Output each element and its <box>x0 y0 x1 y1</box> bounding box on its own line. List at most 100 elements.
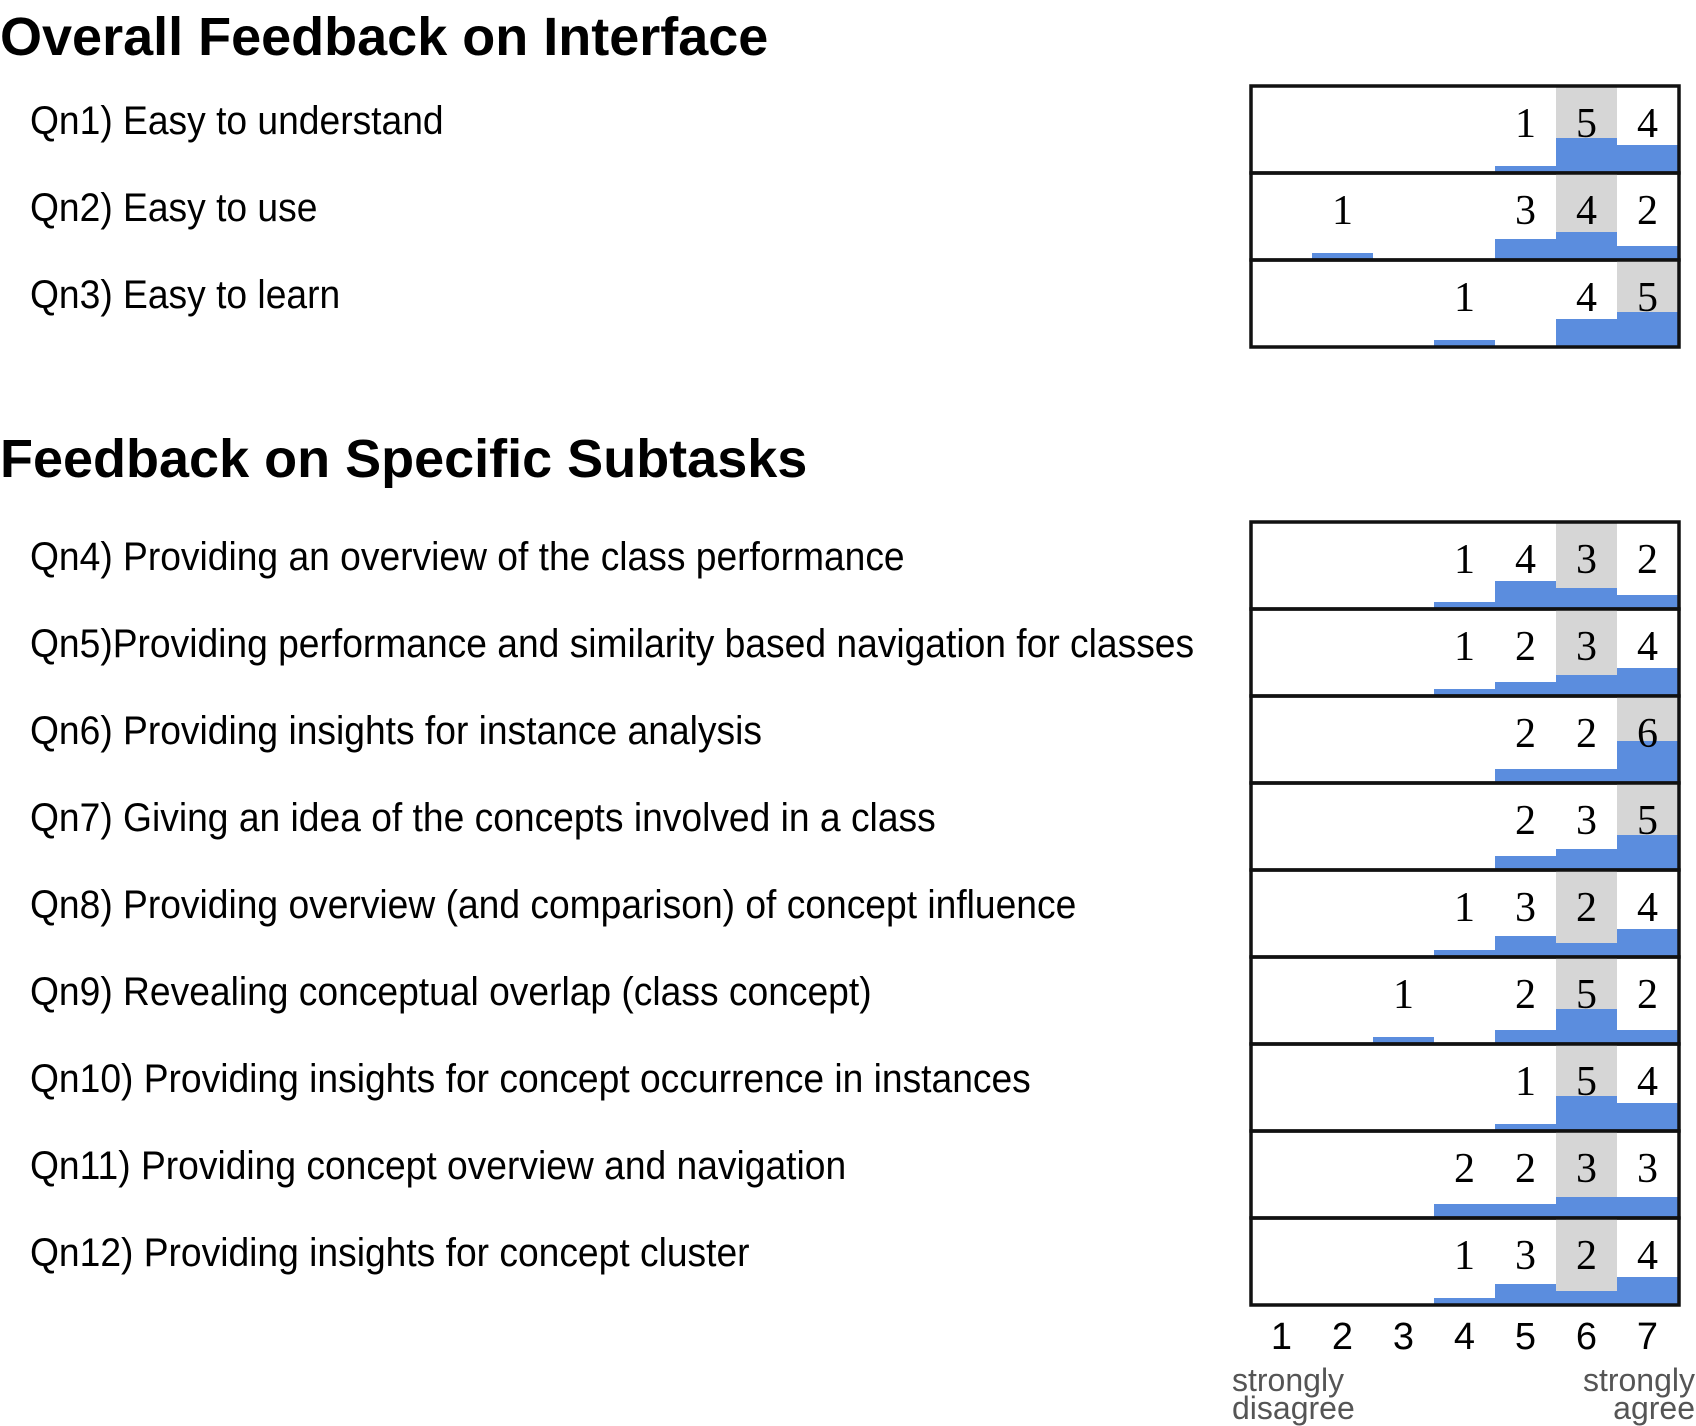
response-count: 1 <box>1515 101 1536 147</box>
response-count: 5 <box>1637 275 1658 321</box>
response-bar <box>1434 950 1495 957</box>
response-bar <box>1617 741 1678 783</box>
question-label: Qn1) Easy to understand <box>30 99 444 143</box>
response-bar <box>1617 595 1678 609</box>
question-label: Qn11) Providing concept overview and nav… <box>30 1144 847 1188</box>
response-count: 2 <box>1637 537 1658 583</box>
response-bar <box>1495 856 1556 870</box>
scale-tick: 1 <box>1270 1316 1293 1358</box>
response-count: 1 <box>1454 885 1475 931</box>
response-count: 2 <box>1576 711 1597 757</box>
response-bar <box>1617 246 1678 260</box>
response-bar <box>1617 145 1678 173</box>
response-bar <box>1495 1204 1556 1218</box>
response-bar <box>1495 1284 1556 1305</box>
response-count: 4 <box>1637 101 1658 147</box>
section-title-overall: Overall Feedback on Interface <box>0 7 769 67</box>
question-label: Qn6) Providing insights for instance ana… <box>30 709 762 753</box>
response-count: 3 <box>1515 1233 1536 1279</box>
response-count: 5 <box>1576 1059 1597 1105</box>
response-count: 1 <box>1454 624 1475 670</box>
response-bar <box>1556 943 1617 957</box>
median-highlight <box>1556 870 1617 957</box>
response-count: 1 <box>1454 1233 1475 1279</box>
anchor-low-line-2: disagree <box>1232 1390 1355 1426</box>
anchor-high-line-1: strongly <box>1582 1362 1695 1398</box>
response-count: 2 <box>1515 624 1536 670</box>
response-count: 5 <box>1576 101 1597 147</box>
response-bar <box>1617 835 1678 870</box>
response-count: 2 <box>1637 972 1658 1018</box>
response-count: 6 <box>1637 711 1658 757</box>
scale-tick: 3 <box>1392 1316 1415 1358</box>
response-bar <box>1495 581 1556 609</box>
response-bar <box>1434 340 1495 347</box>
question-label: Qn5)Providing performance and similarity… <box>30 622 1195 666</box>
section-title-subtasks: Feedback on Specific Subtasks <box>0 429 808 489</box>
response-bar <box>1617 1030 1678 1044</box>
scale-tick: 6 <box>1575 1316 1598 1358</box>
row-frame <box>1249 258 1681 349</box>
response-count: 4 <box>1637 624 1658 670</box>
anchor-low-label: strongly disagree <box>1232 1364 1355 1426</box>
anchor-high-label: strongly agree <box>1582 1362 1695 1424</box>
question-label: Qn4) Providing an overview of the class … <box>30 535 905 579</box>
response-count: 1 <box>1332 188 1353 234</box>
response-count: 3 <box>1637 1146 1658 1192</box>
response-count: 4 <box>1515 537 1536 583</box>
response-count: 4 <box>1637 1233 1658 1279</box>
scale-tick: 4 <box>1453 1316 1476 1358</box>
response-bar <box>1556 769 1617 783</box>
scale-tick: 5 <box>1514 1316 1537 1358</box>
response-count: 5 <box>1576 972 1597 1018</box>
response-bar <box>1495 1030 1556 1044</box>
response-count: 2 <box>1637 188 1658 234</box>
response-count: 4 <box>1637 885 1658 931</box>
scale-tick: 2 <box>1331 1316 1354 1358</box>
response-bar <box>1373 1037 1434 1044</box>
response-bar <box>1617 1277 1678 1305</box>
response-bar <box>1495 166 1556 173</box>
response-bar <box>1556 319 1617 347</box>
response-bar <box>1495 1124 1556 1131</box>
response-bar <box>1617 929 1678 957</box>
question-label: Qn9) Revealing conceptual overlap (class… <box>30 970 872 1014</box>
response-bar <box>1495 682 1556 696</box>
response-bar <box>1434 1204 1495 1218</box>
response-bar <box>1556 1197 1617 1218</box>
response-count: 5 <box>1637 798 1658 844</box>
response-count: 1 <box>1515 1059 1536 1105</box>
response-bar <box>1312 253 1373 260</box>
question-label: Qn7) Giving an idea of the concepts invo… <box>30 796 936 840</box>
response-count: 3 <box>1515 188 1536 234</box>
response-bar <box>1556 588 1617 609</box>
median-highlight <box>1556 1218 1617 1305</box>
response-bar <box>1556 1096 1617 1131</box>
response-count: 3 <box>1576 1146 1597 1192</box>
response-bar <box>1556 232 1617 260</box>
response-count: 2 <box>1515 711 1536 757</box>
question-label: Qn3) Easy to learn <box>30 273 341 317</box>
response-count: 3 <box>1576 537 1597 583</box>
response-count: 4 <box>1576 188 1597 234</box>
response-count: 4 <box>1576 275 1597 321</box>
response-bar <box>1495 769 1556 783</box>
question-label: Qn2) Easy to use <box>30 186 318 230</box>
question-label: Qn8) Providing overview (and comparison)… <box>30 883 1077 927</box>
response-count: 3 <box>1576 624 1597 670</box>
response-count: 2 <box>1515 1146 1536 1192</box>
response-bar <box>1556 1291 1617 1305</box>
response-count: 2 <box>1515 798 1536 844</box>
response-count: 2 <box>1515 972 1536 1018</box>
response-count: 2 <box>1576 1233 1597 1279</box>
